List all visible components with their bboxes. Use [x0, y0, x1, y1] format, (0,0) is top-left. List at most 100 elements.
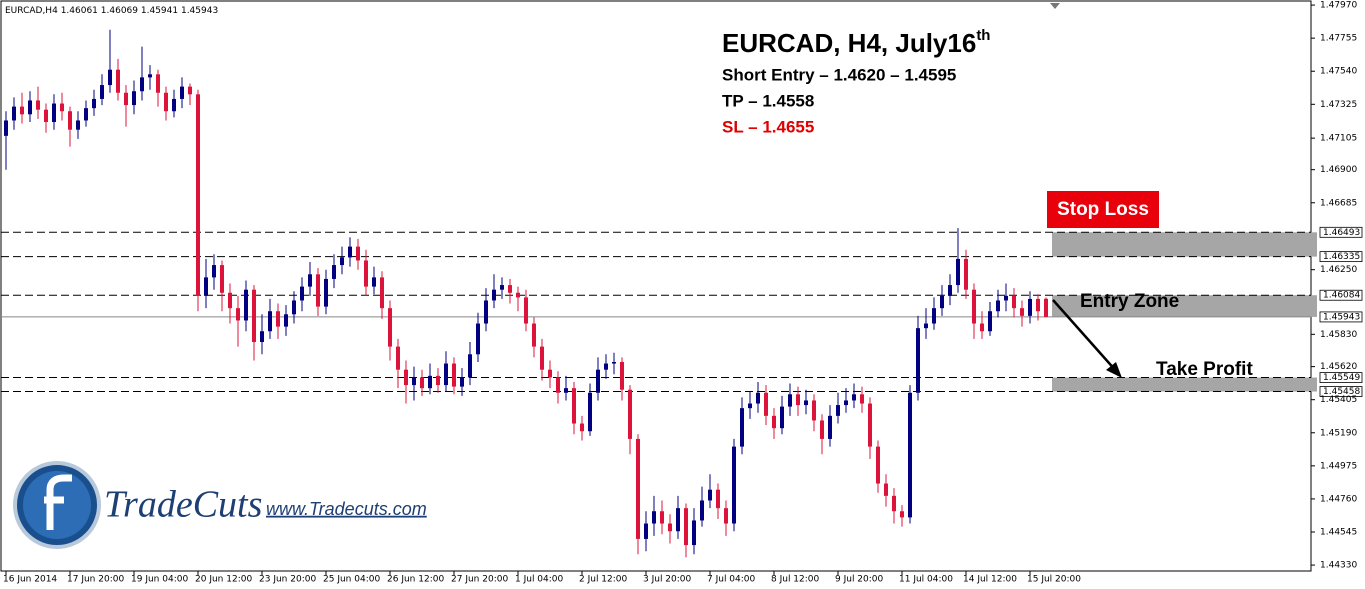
candle-body [932, 308, 936, 324]
y-tick-label: 1.47970 [1320, 1, 1357, 11]
candle-body [236, 308, 240, 321]
level-label-box [1319, 226, 1363, 238]
x-tick-label: 3 Jul 20:00 [643, 575, 692, 585]
candle-body [28, 100, 32, 115]
candle-body [1044, 298, 1048, 317]
stop-loss-box [1047, 191, 1159, 228]
candle-body [460, 377, 464, 387]
candle-body [748, 403, 752, 409]
x-tick-label: 2 Jul 12:00 [579, 575, 628, 585]
candle-body [452, 363, 456, 387]
level-label: 1.45549 [1323, 373, 1360, 383]
y-tick-label: 1.46250 [1320, 265, 1357, 275]
candle-body [700, 500, 704, 521]
level-label: 1.45943 [1323, 312, 1360, 322]
zone [1052, 295, 1317, 317]
x-tick-label: 1 Jul 04:00 [515, 575, 564, 585]
candle-body [828, 415, 832, 439]
candle-body [612, 362, 616, 364]
candle-body [732, 446, 736, 524]
candle-body [956, 258, 960, 286]
candle-body [212, 265, 216, 278]
y-tick-label: 1.44760 [1320, 494, 1357, 504]
candle-body [628, 389, 632, 439]
candle-body [1028, 298, 1032, 316]
candle-body [516, 292, 520, 298]
candle-body [1036, 298, 1040, 312]
candle-body [820, 420, 824, 439]
candle-body [108, 69, 112, 86]
x-tick-label: 9 Jul 20:00 [835, 575, 884, 585]
candle-body [620, 362, 624, 390]
logo-inner [23, 471, 91, 539]
candle-body [948, 285, 952, 296]
logo-glyph [44, 474, 72, 530]
candle-body [812, 400, 816, 421]
candle-body [804, 400, 808, 406]
candle-body [340, 257, 344, 266]
candle-body [852, 394, 856, 401]
candle-body [764, 392, 768, 416]
candle-body [716, 489, 720, 509]
x-tick-label: 20 Jun 12:00 [195, 575, 252, 585]
candle-body [652, 511, 656, 524]
candle-body [180, 86, 184, 99]
y-tick-label: 1.46900 [1320, 165, 1357, 175]
candle-body [548, 369, 552, 378]
candle-body [244, 289, 248, 321]
entry-zone-label: Entry Zone [1080, 291, 1179, 312]
brand-name: TradeCuts [104, 484, 262, 526]
candle-body [76, 120, 80, 130]
y-tick-label: 1.44975 [1320, 461, 1357, 471]
level-label: 1.45458 [1323, 387, 1360, 397]
candle-body [572, 388, 576, 424]
candle-body [276, 311, 280, 327]
candle-body [684, 508, 688, 546]
x-tick-label: 23 Jun 20:00 [259, 575, 316, 585]
candle-body [4, 120, 8, 136]
candle-body [100, 85, 104, 99]
last-open: 1.46061 [61, 6, 98, 16]
y-tick-label: 1.45190 [1320, 428, 1357, 438]
candle-body [588, 392, 592, 432]
x-tick-label: 14 Jul 12:00 [963, 575, 1017, 585]
candle-body [636, 438, 640, 539]
candle-body [908, 392, 912, 518]
candle-body [708, 489, 712, 501]
candle-body [364, 260, 368, 287]
level-label-box [1319, 289, 1363, 301]
candle-body [836, 405, 840, 416]
arrow-head [1106, 362, 1122, 378]
arrow [1052, 299, 1118, 373]
candle-body [60, 103, 64, 112]
candle-body [868, 403, 872, 447]
brand-url: www.Tradecuts.com [266, 499, 427, 519]
candle-body [1020, 308, 1024, 316]
candle-body [580, 423, 584, 432]
candle-body [996, 300, 1000, 312]
candle-body [156, 74, 160, 93]
candle-body [788, 394, 792, 407]
candle-body [780, 406, 784, 429]
candle-body [396, 346, 400, 370]
candle-body [420, 377, 424, 389]
y-tick-label: 1.44330 [1320, 561, 1357, 571]
candle-body [380, 277, 384, 309]
candle-body [284, 314, 288, 327]
candle-body [172, 98, 176, 112]
candle-body [220, 265, 224, 293]
candle-body [404, 369, 408, 386]
sl-note: SL – 1.4655 [722, 117, 814, 136]
y-tick-label: 1.44545 [1320, 528, 1357, 538]
y-tick-label: 1.47105 [1320, 134, 1357, 144]
candle-body [260, 331, 264, 342]
candle-body [596, 369, 600, 393]
tp-note: TP – 1.4558 [722, 91, 814, 110]
candle-body [508, 285, 512, 293]
candle-body [204, 277, 208, 296]
candle-body [756, 392, 760, 404]
candle-body [428, 375, 432, 389]
candle-body [412, 377, 416, 386]
y-tick-label: 1.45405 [1320, 395, 1357, 405]
